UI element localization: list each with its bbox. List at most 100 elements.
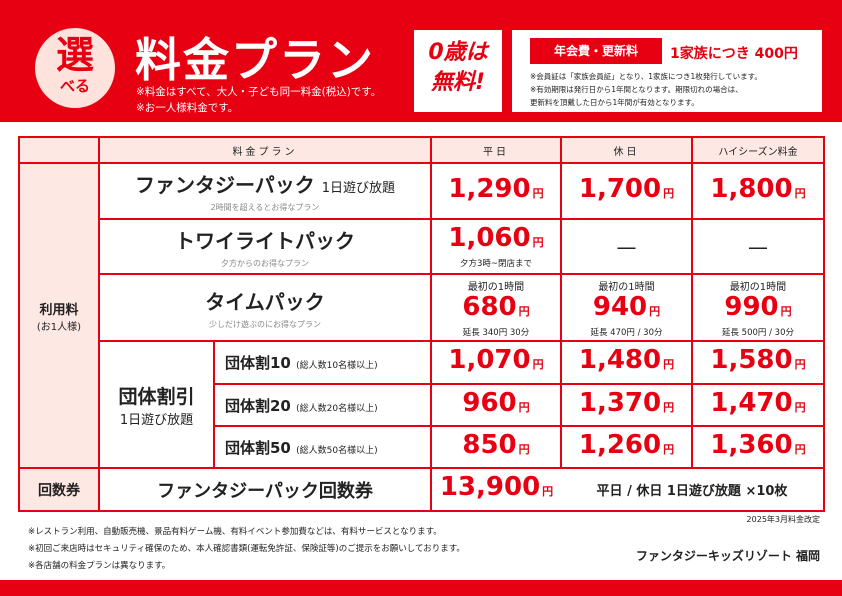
price-cell: 1,700 円 [560, 162, 693, 220]
price-cell: 1,070 円 [430, 340, 562, 385]
coupon-price-cell: 13,900 円 [430, 467, 561, 512]
price-cell: 960 円 [430, 383, 562, 427]
price: 960 [462, 387, 517, 418]
yen: 円 [532, 236, 544, 249]
header-plan: 料金プラン [98, 136, 432, 164]
price-cell: 最初の1時間 680 円延長 340円 30分 [430, 273, 562, 342]
price-table: 料金プラン 平日 休日 ハイシーズン料金 利用料 (お1人様) ファンタジーパッ… [18, 136, 825, 512]
coupon-name: ファンタジーパック回数券 [98, 467, 432, 512]
corner-cell [18, 136, 100, 164]
extension: 延長 470円 / 30分 [590, 327, 663, 338]
price: 940 [592, 291, 648, 322]
not-available: — [691, 218, 825, 275]
note: 更新料を頂戴した日から1年間が有効となります。 [530, 98, 699, 107]
plan-suffix: 1日遊び放題 [321, 181, 396, 196]
membership-label: 年会費・更新料 [530, 38, 662, 64]
group-cond: (総人数10名様以上) [296, 361, 378, 371]
group-name: 団体割20 [225, 396, 291, 415]
price-cell: 最初の1時間 940 円延長 470円 / 30分 [560, 273, 693, 342]
note: ※レストラン利用、自動販売機、景品有料ゲーム機、有料イベント参加費などは、有料サ… [28, 527, 442, 537]
yen: 円 [532, 358, 544, 371]
price: 990 [724, 291, 779, 322]
price-cell: 1,800 円 [691, 162, 825, 220]
yen: 円 [663, 400, 675, 414]
price: 1,290 [448, 173, 531, 204]
membership-box: 年会費・更新料 1家族につき 400円 ※会員証は「家族会員証」となり、1家族に… [512, 30, 822, 112]
footer-notes: ※レストラン利用、自動販売機、景品有料ゲーム機、有料イベント参加費などは、有料サ… [28, 524, 465, 575]
coupon-label: 回数券 [18, 467, 100, 512]
price: 1,260 [578, 429, 662, 460]
price-cell: 1,370 円 [560, 383, 693, 427]
not-available: — [560, 218, 693, 275]
yen: 円 [794, 358, 806, 371]
price: 680 [462, 291, 517, 322]
group-sub: 1日遊び放題 [119, 412, 194, 428]
note: ※お一人様料金です。 [136, 102, 239, 114]
yen: 円 [518, 304, 530, 318]
brand-name: ファンタジーキッズリゾート 福岡 [635, 549, 820, 563]
price: 13,900 [439, 472, 541, 502]
price-cell: 最初の1時間 990 円延長 500円 / 30分 [691, 273, 825, 342]
price: 1,370 [578, 387, 662, 418]
note: ※各店舗の料金プランは異なります。 [28, 561, 171, 571]
price-cell: 1,060 円夕方3時~閉店まで [430, 218, 562, 275]
badge-small: べる [59, 77, 90, 95]
price-cell: 1,580 円 [691, 340, 825, 385]
header-weekday: 平日 [430, 136, 562, 164]
plan-name: タイムパック [205, 289, 325, 314]
fantasy-plan: ファンタジーパック 1日遊び放題 2時間を超えるとお得なプラン [98, 162, 432, 220]
yen: 円 [518, 442, 530, 456]
group-row-name: 団体割10 (総人数10名様以上) [213, 340, 432, 385]
first-hour: 最初の1時間 [598, 281, 655, 293]
plan-name: ファンタジーパック [134, 173, 315, 197]
price-cell: 1,360 円 [691, 425, 825, 469]
usage-label-cell: 利用料 (お1人様) [18, 162, 100, 469]
choose-badge: 選 べる [35, 28, 115, 108]
twilight-plan: トワイライトパック 夕方からのお得なプラン [98, 218, 432, 275]
yen: 円 [794, 186, 806, 200]
group-cond: (総人数50名様以上) [296, 445, 378, 456]
coupon-desc: 平日 / 休日 1日遊び放題 ×10枚 [561, 467, 825, 512]
yen: 円 [532, 186, 544, 200]
group-discount-cell: 団体割引 1日遊び放題 [98, 340, 215, 469]
note: ※有効期限は発行日から1年間となります。期限切れの場合は、 [530, 85, 743, 94]
time-plan: タイムパック 少しだけ遊ぶのにお得なプラン [98, 273, 432, 342]
first-hour: 最初の1時間 [467, 281, 525, 293]
zero-line1: 0歳は [428, 40, 488, 65]
price: 1,070 [448, 345, 531, 375]
yen: 円 [780, 304, 792, 318]
price-cell: 1,480 円 [560, 340, 693, 385]
price: 1,060 [448, 223, 531, 253]
price-cell: 1,290 円 [430, 162, 562, 220]
price: 1,700 [578, 173, 662, 204]
revision-date: 2025年3月料金改定 [746, 515, 820, 524]
page-title: 料金プラン [135, 33, 375, 87]
yen: 円 [649, 304, 661, 318]
price: 1,360 [710, 429, 793, 460]
price: 1,480 [578, 345, 662, 375]
yen: 円 [663, 358, 675, 371]
price-cell: 850 円 [430, 425, 562, 469]
price: 1,800 [710, 173, 793, 204]
zero-line2: 無料! [430, 70, 486, 95]
note: ※初回ご来店時はセキュリティ確保のため、本人確認書類(運転免許証、保険証等)のご… [28, 544, 465, 554]
membership-notes: ※会員証は「家族会員証」となり、1家族につき1枚発行しています。 ※有効期限は発… [530, 70, 762, 109]
header-high-season: ハイシーズン料金 [691, 136, 825, 164]
price: 850 [462, 429, 517, 460]
plan-sub: 2時間を超えるとお得なプラン [210, 203, 320, 212]
plan-sub: 夕方からのお得なプラン [221, 258, 309, 268]
membership-price: 1家族につき 400円 [670, 46, 798, 62]
usage-label: 利用料 [39, 302, 79, 318]
plan-sub: 少しだけ遊ぶのにお得なプラン [209, 319, 321, 329]
extension: 延長 500円 / 30分 [721, 327, 794, 338]
yen: 円 [663, 186, 675, 200]
group-row-name: 団体割20 (総人数20名様以上) [213, 383, 432, 427]
header-holiday: 休日 [560, 136, 693, 164]
yen: 円 [542, 485, 554, 498]
group-cond: (総人数20名様以上) [296, 403, 378, 414]
price: 1,580 [710, 345, 793, 375]
header-notes: ※料金はすべて、大人・子ども同一料金(税込)です。 ※お一人様料金です。 [136, 84, 381, 116]
group-title: 団体割引 [118, 385, 195, 408]
price: 1,470 [710, 387, 793, 418]
yen: 円 [794, 442, 806, 456]
